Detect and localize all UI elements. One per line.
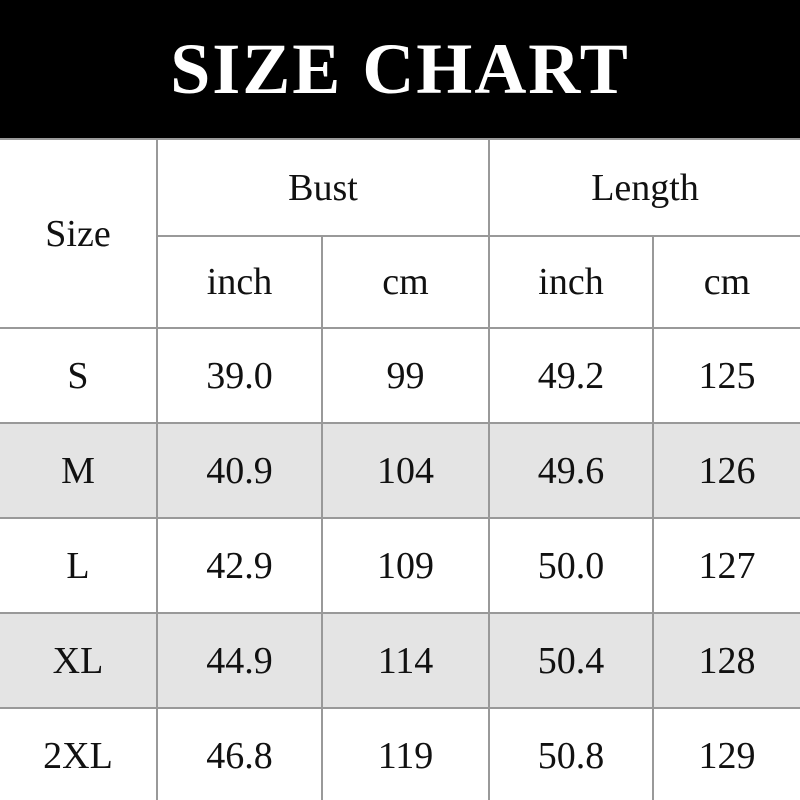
bust-inch-cell: 40.9 bbox=[156, 422, 323, 519]
length-cm-cell: 126 bbox=[652, 422, 800, 519]
bust-cm-cell: 119 bbox=[320, 707, 491, 800]
size-chart-banner: SIZE CHART bbox=[0, 0, 800, 138]
length-inch-cell: 50.8 bbox=[488, 707, 655, 800]
length-cm-cell: 128 bbox=[652, 612, 800, 709]
bust-cm-cell: 114 bbox=[320, 612, 491, 709]
bust-inch-cell: 46.8 bbox=[156, 707, 323, 800]
bust-cm-cell: 104 bbox=[320, 422, 491, 519]
length-cm-header: cm bbox=[652, 235, 800, 329]
table-row-l: L 42.9 109 50.0 127 bbox=[0, 517, 800, 614]
length-inch-cell: 50.4 bbox=[488, 612, 655, 709]
size-cell: L bbox=[0, 517, 158, 614]
size-cell: M bbox=[0, 422, 158, 519]
bust-cm-header: cm bbox=[320, 235, 491, 329]
length-inch-cell: 49.6 bbox=[488, 422, 655, 519]
length-cm-cell: 129 bbox=[652, 707, 800, 800]
table-header-row: Size Bust Length bbox=[0, 138, 800, 329]
table-row-2xl: 2XL 46.8 119 50.8 129 bbox=[0, 707, 800, 800]
length-inch-header: inch bbox=[488, 235, 655, 329]
size-cell: XL bbox=[0, 612, 158, 709]
table-row-xl: XL 44.9 114 50.4 128 bbox=[0, 612, 800, 709]
table-row-m: M 40.9 104 49.6 126 bbox=[0, 422, 800, 519]
bust-cm-cell: 109 bbox=[320, 517, 491, 614]
length-group-header: Length bbox=[488, 138, 800, 237]
size-column-header: Size bbox=[0, 138, 158, 329]
length-cm-cell: 125 bbox=[652, 327, 800, 424]
length-inch-cell: 50.0 bbox=[488, 517, 655, 614]
bust-inch-header: inch bbox=[156, 235, 323, 329]
bust-inch-cell: 42.9 bbox=[156, 517, 323, 614]
length-cm-cell: 127 bbox=[652, 517, 800, 614]
bust-cm-cell: 99 bbox=[320, 327, 491, 424]
page-title: SIZE CHART bbox=[170, 29, 630, 109]
size-table: Size Bust Length inch cm inch cm S 39.0 … bbox=[0, 138, 800, 800]
table-row-s: S 39.0 99 49.2 125 bbox=[0, 327, 800, 424]
table-unit-header-row: inch cm inch cm bbox=[0, 235, 800, 329]
bust-inch-cell: 39.0 bbox=[156, 327, 323, 424]
length-inch-cell: 49.2 bbox=[488, 327, 655, 424]
bust-inch-cell: 44.9 bbox=[156, 612, 323, 709]
bust-group-header: Bust bbox=[155, 138, 491, 237]
size-cell: S bbox=[0, 327, 158, 424]
size-cell: 2XL bbox=[0, 707, 158, 800]
